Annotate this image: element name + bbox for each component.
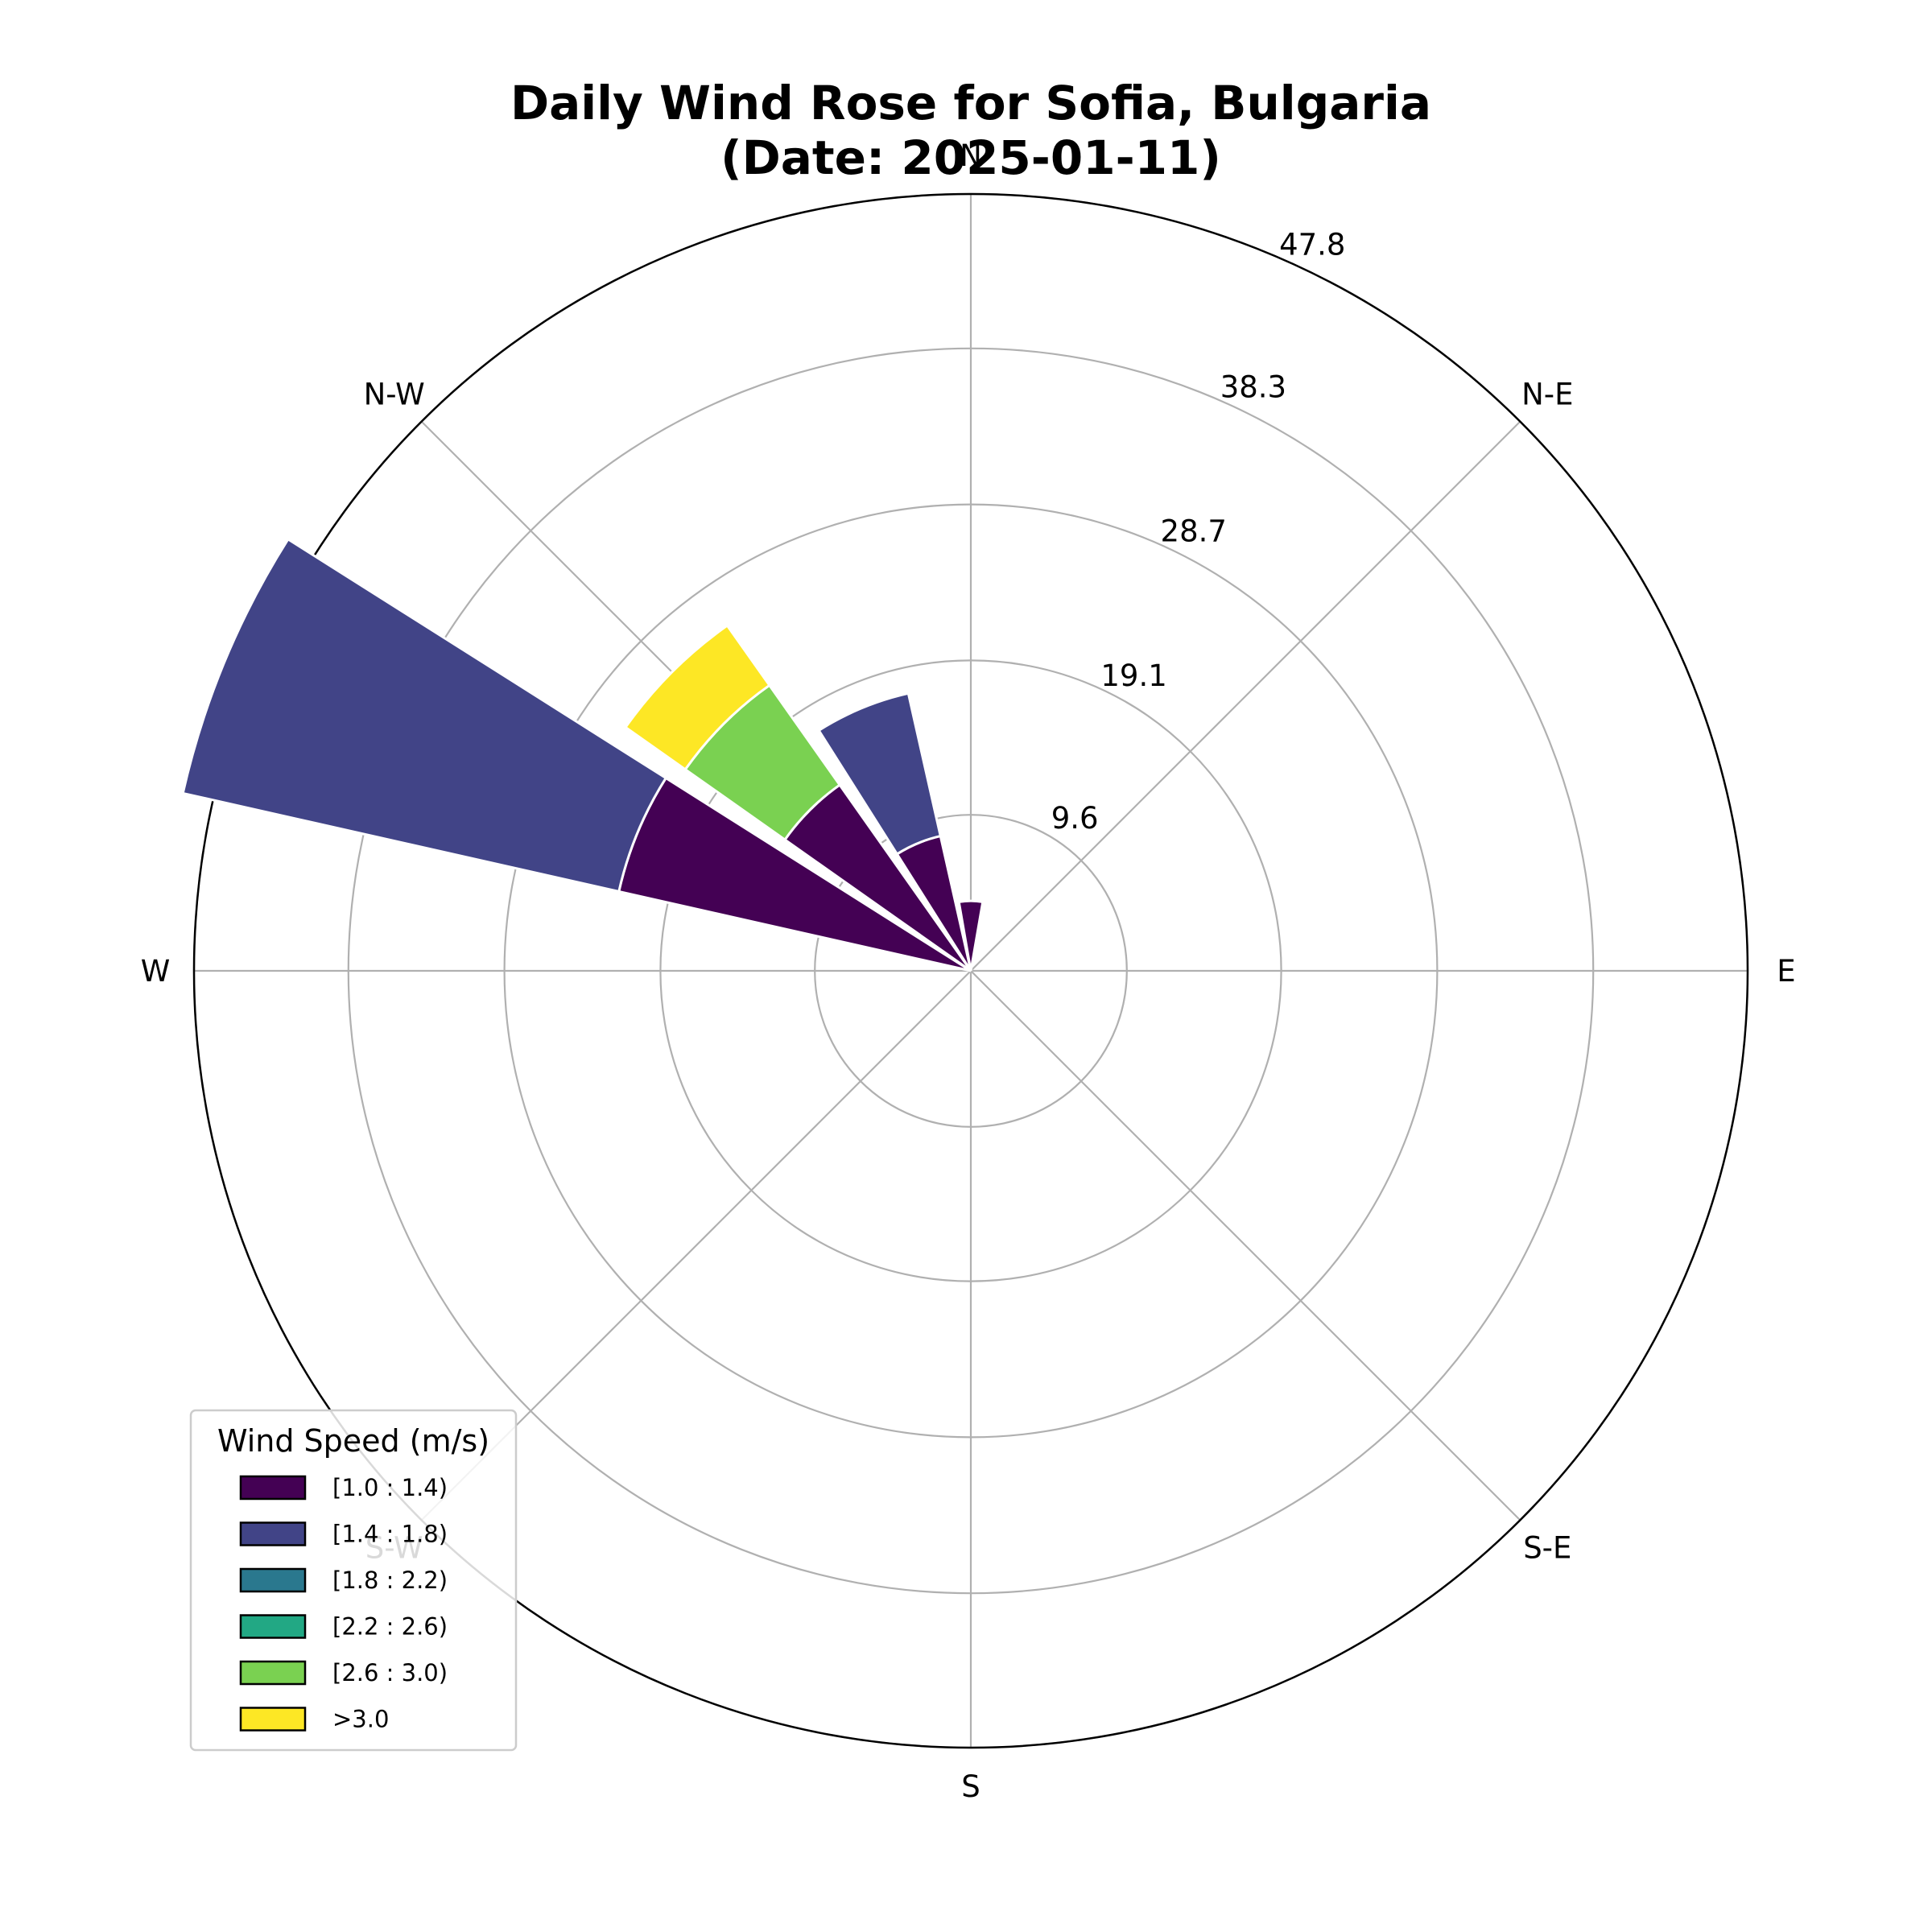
direction-label-n-e: N-E — [1521, 378, 1573, 412]
legend-title: Wind Speed (m/s) — [217, 1423, 489, 1459]
legend-label-4: [2.6 : 3.0) — [332, 1659, 448, 1686]
legend-swatch-2 — [239, 1567, 307, 1593]
radial-tick-label-4: 47.8 — [1279, 227, 1345, 262]
bar-sector-0-bin-0 — [957, 899, 985, 972]
legend-swatch-0 — [239, 1475, 307, 1501]
legend-label-3: [2.2 : 2.6) — [332, 1613, 448, 1641]
direction-label-w: W — [141, 954, 171, 989]
direction-label-n-w: N-W — [364, 378, 425, 412]
grid-spoke-1 — [970, 420, 1521, 972]
radial-tick-label-2: 28.7 — [1161, 514, 1227, 549]
legend-label-5: >3.0 — [332, 1706, 389, 1733]
legend-swatch-3 — [239, 1614, 307, 1639]
bar-sector-1-bin-1 — [817, 691, 943, 857]
grid-spoke-3 — [970, 970, 1521, 1521]
chart-title-line-1: Daily Wind Rose for Sofia, Bulgaria — [510, 76, 1431, 130]
radial-tick-label-3: 38.3 — [1220, 370, 1286, 405]
radial-tick-label-1: 19.1 — [1100, 658, 1166, 693]
polar-frame — [192, 192, 1749, 1749]
direction-label-s-e: S-E — [1523, 1530, 1571, 1565]
polar-grid — [192, 192, 1749, 1749]
legend-swatch-5 — [239, 1707, 307, 1732]
legend: Wind Speed (m/s) [1.0 : 1.4) [1.4 : 1.8) [1… — [189, 1409, 518, 1752]
radial-tick-label-0: 9.6 — [1051, 801, 1099, 836]
bar-sector-3-bin-1 — [181, 537, 668, 894]
legend-label-0: [1.0 : 1.4) — [332, 1474, 448, 1501]
legend-swatch-4 — [239, 1660, 307, 1686]
legend-label-2: [1.8 : 2.2) — [332, 1567, 448, 1594]
direction-label-n: N — [960, 138, 982, 173]
direction-label-e: E — [1777, 954, 1795, 989]
direction-label-s: S — [961, 1769, 980, 1804]
chart-title-line-2: (Date: 2025-01-11) — [720, 130, 1221, 185]
bar-sector-2-bin-5 — [623, 623, 771, 771]
wind-bars — [181, 537, 985, 972]
legend-swatch-1 — [239, 1521, 307, 1546]
legend-label-1: [1.4 : 1.8) — [332, 1521, 448, 1548]
